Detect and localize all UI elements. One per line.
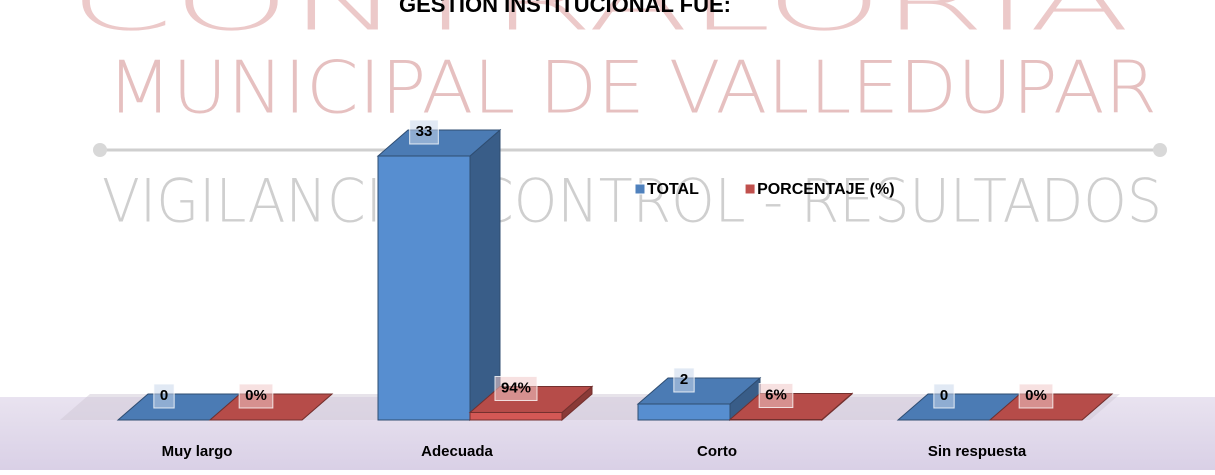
bar (378, 156, 470, 420)
data-label: 94% (501, 379, 531, 396)
watermark-dot (1153, 143, 1167, 157)
legend-label: PORCENTAJE (%) (757, 181, 895, 198)
bar (470, 412, 562, 420)
data-label: 0 (940, 387, 948, 404)
x-tick-label: Muy largo (162, 443, 233, 460)
bar (638, 404, 730, 420)
legend-label: TOTAL (647, 181, 699, 198)
data-label: 0% (1025, 387, 1047, 404)
watermark: VIGILANCIA - CONTROL - RESULTADOS (102, 167, 1162, 237)
data-label: 33 (416, 123, 433, 140)
data-label: 2 (680, 371, 688, 388)
data-label: 0 (160, 387, 168, 404)
legend-swatch (635, 184, 645, 194)
data-label: 0% (245, 387, 267, 404)
watermark-dot (93, 143, 107, 157)
watermark: MUNICIPAL DE VALLEDUPAR (107, 46, 1157, 130)
legend-swatch (745, 184, 755, 194)
x-tick-label: Adecuada (421, 443, 493, 460)
x-tick-label: Sin respuesta (928, 443, 1027, 460)
x-tick-label: Corto (697, 443, 737, 460)
chart-title: GESTION INSTITUCIONAL FUE: (399, 0, 731, 17)
data-label: 6% (765, 386, 787, 403)
